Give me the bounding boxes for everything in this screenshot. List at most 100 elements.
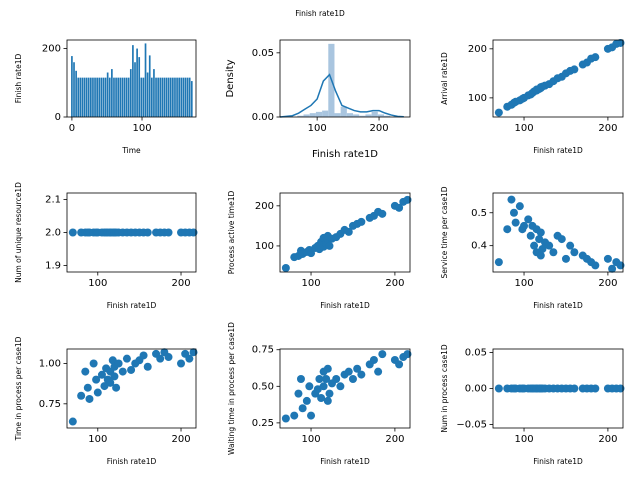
scatter-point [507,195,516,204]
bar [92,77,94,117]
x-tick-label: 100 [514,278,533,289]
y-axis-label: Time in process per case1D [14,336,23,441]
bar [138,57,141,117]
subplot: 100 200 1.9 2.0 2.1 Finish rate1D Num of uniqu… [14,182,198,310]
scatter-point [348,374,357,383]
bar [73,62,75,117]
subplot: 100 200 0.75 1.00 Finish rate1D Time in proce… [14,336,198,466]
x-axis-label: Finish rate1D [107,457,157,466]
y-axis-label: Density [225,59,236,97]
bar [75,70,77,117]
scatter-point [89,359,98,368]
y-axis-label: Num of unique resource1D [14,182,23,283]
bar [102,77,105,117]
y-tick-label: 0.75 [39,399,61,410]
x-tick-label: 200 [598,278,617,289]
bar [119,77,122,117]
scatter-point [344,367,353,376]
bar [121,77,124,117]
bar [165,77,168,117]
scatter-point [494,108,503,117]
axes-frame [66,348,197,429]
scatter-point [305,382,314,391]
histogram-bar [359,115,366,117]
y-tick-label: 0 [55,112,61,123]
bar [89,77,92,117]
scatter-point [143,362,152,371]
scatter-point [536,228,545,237]
scatter-point [127,365,136,374]
scatter-point [118,367,127,376]
y-tick-label: 0.75 [252,345,274,356]
scatter-point [511,218,520,227]
scatter-point [189,228,198,237]
y-tick-label: 1.00 [39,359,61,370]
scatter-point [538,244,547,253]
y-tick-label: 0.00 [252,112,274,123]
scatter-point [608,264,617,273]
figure-title: Finish rate1D [295,9,345,18]
scatter-point [357,217,366,226]
bar [123,77,126,117]
scatter-point [530,241,539,250]
x-tick-label: 200 [598,434,617,445]
scatter-point [616,38,625,47]
bar [188,77,191,117]
bar [129,69,132,117]
scatter-point [164,353,173,362]
y-axis-label: Waiting time in process per case1D [227,322,236,455]
scatter-point [319,382,328,391]
bar [169,77,172,117]
histogram-bar [365,114,372,117]
scatter-point [616,261,625,270]
y-tick-label: 200 [255,201,274,212]
scatter-point [549,248,558,257]
bar [190,81,193,117]
axes-frame [492,192,624,273]
scatter-point [185,354,194,363]
scatter-point [570,384,579,393]
y-axis-label: Num in process case1D [440,344,449,432]
axes-frame [66,39,197,118]
scatter-point [110,372,119,381]
scatter-point [403,195,412,204]
scatter-point [281,414,290,423]
y-tick-label: −0.05 [456,419,487,430]
scatter-point [336,382,345,391]
scatter-point [317,394,326,403]
scatter-point [143,228,152,237]
x-axis-label: Finish rate1D [320,301,370,310]
subplot: 0 100 0 200 Time Finish rate1D [14,39,197,155]
subplot: 100 200 0.4 0.5 Finish rate1D Service time pe… [440,186,625,310]
scatter-point [106,378,115,387]
bar [127,77,130,117]
x-tick-label: 100 [88,434,107,445]
scatter-point [616,384,625,393]
bar [178,77,181,117]
x-tick-label: 100 [301,434,320,445]
axes-frame [279,39,411,118]
scatter-point [395,203,404,212]
axes-frame [279,192,411,273]
bar [167,77,170,117]
scatter-point [520,221,529,230]
bar [148,55,151,117]
bar [153,69,155,117]
bar [113,77,115,117]
x-axis-label: Finish rate1D [312,149,378,160]
histogram-bar [315,111,323,117]
x-tick-label: 200 [171,434,190,445]
bar [155,77,157,117]
scatter-point [557,235,566,244]
histogram-bar [340,106,347,117]
scatter-point [545,241,554,250]
bar [180,77,183,117]
scatter-point [296,374,305,383]
bar [144,43,147,117]
scatter-point [603,254,612,263]
scatter-point [503,225,512,234]
bar [174,77,176,117]
bar [98,77,101,117]
y-axis-label: Finish rate1D [14,54,23,104]
scatter-point [307,411,316,420]
